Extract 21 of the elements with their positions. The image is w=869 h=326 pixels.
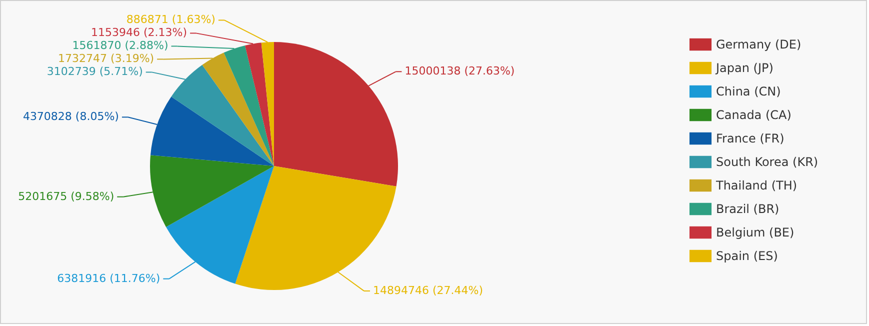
data-label: 6381916 (11.76%) — [57, 272, 160, 285]
legend-label: South Korea (KR) — [716, 155, 818, 169]
data-label: 15000138 (27.63%) — [404, 64, 515, 78]
legend-label: Brazil (BR) — [716, 202, 780, 216]
data-label: 1561870 (2.88%) — [72, 39, 168, 52]
legend-label: China (CN) — [716, 84, 781, 98]
pie-slice — [166, 166, 274, 284]
data-label: 1153946 (2.13%) — [91, 26, 188, 40]
data-label: 5201675 (9.58%) — [18, 190, 114, 203]
data-label: 14894746 (27.44%) — [373, 284, 484, 297]
legend-label: Spain (ES) — [716, 249, 778, 263]
legend-label: France (FR) — [716, 132, 784, 146]
data-label: 3102739 (5.71%) — [46, 65, 143, 78]
data-label: 4370828 (8.05%) — [22, 110, 119, 124]
data-label: 886871 (1.63%) — [126, 13, 216, 26]
data-label: 1732747 (3.19%) — [58, 52, 154, 66]
legend-label: Thailand (TH) — [715, 178, 798, 192]
legend-label: Japan (JP) — [715, 61, 774, 75]
legend-label: Canada (CA) — [716, 108, 792, 122]
legend-label: Belgium (BE) — [716, 226, 794, 240]
legend-label: Germany (DE) — [716, 38, 802, 52]
